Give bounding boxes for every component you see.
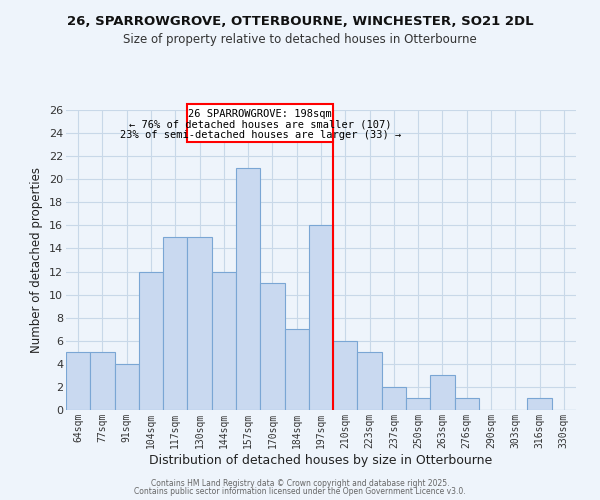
Bar xyxy=(163,237,187,410)
Bar xyxy=(406,398,430,410)
Text: 26 SPARROWGROVE: 198sqm: 26 SPARROWGROVE: 198sqm xyxy=(188,110,332,120)
Bar xyxy=(90,352,115,410)
FancyBboxPatch shape xyxy=(187,104,333,142)
Text: Contains HM Land Registry data © Crown copyright and database right 2025.: Contains HM Land Registry data © Crown c… xyxy=(151,478,449,488)
X-axis label: Distribution of detached houses by size in Otterbourne: Distribution of detached houses by size … xyxy=(149,454,493,466)
Text: Contains public sector information licensed under the Open Government Licence v3: Contains public sector information licen… xyxy=(134,487,466,496)
Bar xyxy=(455,398,479,410)
Y-axis label: Number of detached properties: Number of detached properties xyxy=(31,167,43,353)
Bar xyxy=(309,226,333,410)
Bar xyxy=(115,364,139,410)
Bar xyxy=(236,168,260,410)
Text: 26, SPARROWGROVE, OTTERBOURNE, WINCHESTER, SO21 2DL: 26, SPARROWGROVE, OTTERBOURNE, WINCHESTE… xyxy=(67,15,533,28)
Bar xyxy=(187,237,212,410)
Bar xyxy=(260,283,284,410)
Bar xyxy=(66,352,90,410)
Text: 23% of semi-detached houses are larger (33) →: 23% of semi-detached houses are larger (… xyxy=(119,130,401,140)
Bar xyxy=(527,398,552,410)
Bar xyxy=(430,376,455,410)
Bar xyxy=(358,352,382,410)
Bar xyxy=(333,341,358,410)
Bar xyxy=(382,387,406,410)
Bar xyxy=(284,329,309,410)
Text: ← 76% of detached houses are smaller (107): ← 76% of detached houses are smaller (10… xyxy=(129,120,392,130)
Text: Size of property relative to detached houses in Otterbourne: Size of property relative to detached ho… xyxy=(123,32,477,46)
Bar xyxy=(212,272,236,410)
Bar xyxy=(139,272,163,410)
